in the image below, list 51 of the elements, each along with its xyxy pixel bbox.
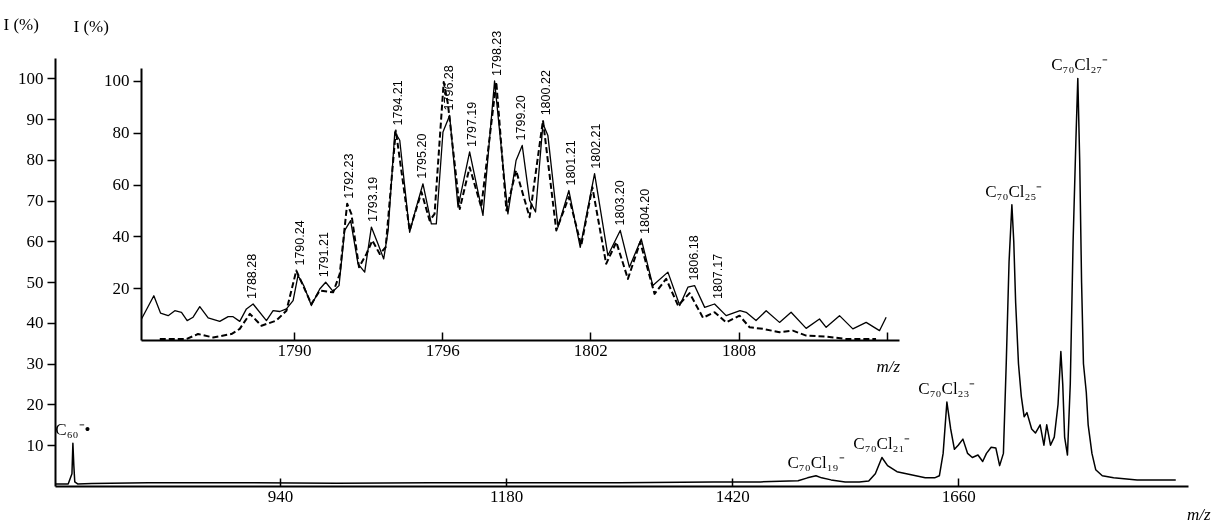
y-tick-label: 60 (112, 175, 130, 195)
y-tick-label: 80 (26, 150, 44, 170)
annotation: 1796.28 (442, 65, 457, 111)
x-tick-label: 1796 (425, 340, 460, 360)
annotation: 1802.21 (588, 123, 603, 169)
annotation: 1799.20 (514, 95, 529, 141)
y-tick-label: 80 (112, 123, 130, 143)
y-tick-label: 40 (26, 313, 44, 333)
annotation: 1803.20 (613, 180, 627, 226)
annotation: 1793.19 (365, 176, 380, 223)
annotation: C₆₀⁻• (55, 420, 91, 440)
y-tick-label: 30 (26, 354, 44, 374)
y-tick-label: 70 (26, 191, 44, 211)
y-tick-label: 20 (112, 278, 130, 298)
annotation: 1790.24 (293, 220, 308, 266)
x-tick-label: 1808 (722, 340, 757, 360)
y-tick-label: 20 (26, 394, 44, 414)
y-tick-label: 100 (18, 68, 44, 88)
x-axis-title: m/z (876, 356, 901, 376)
annotation: C₇₀Cl₂₇⁻ (1051, 55, 1109, 75)
annotation: 1801.21 (563, 140, 578, 186)
annotation: 1792.23 (342, 153, 357, 199)
annotation: 1791.21 (316, 232, 331, 278)
annotation: 1788.28 (244, 253, 259, 299)
y-axis-title: I (%) (73, 16, 109, 36)
y-tick-label: 60 (26, 231, 44, 251)
annotation: 1797.19 (464, 101, 479, 147)
annotation: 1795.20 (415, 133, 430, 179)
x-tick-label: 1802 (573, 340, 608, 360)
y-tick-label: 50 (26, 272, 44, 292)
y-axis-title: I (%) (3, 14, 39, 34)
annotation: 1807.17 (711, 253, 726, 299)
y-tick-label: 40 (112, 226, 130, 246)
annotation: C₇₀Cl₁₉⁻ (787, 452, 845, 472)
y-tick-label: 90 (26, 109, 44, 129)
annotation: 1800.22 (539, 70, 554, 116)
annotation: 1804.20 (637, 188, 652, 234)
x-tick-label: 1180 (489, 486, 524, 506)
annotation: C₇₀Cl₂₅⁻ (985, 181, 1043, 201)
annotation: 1794.21 (391, 80, 406, 126)
x-tick-label: 1790 (277, 340, 312, 360)
x-tick-label: 940 (267, 486, 294, 506)
x-axis-title: m/z (1186, 504, 1211, 520)
annotation: C₇₀Cl₂₁⁻ (853, 434, 911, 454)
y-tick-label: 100 (104, 71, 130, 91)
annotation: 1798.23 (490, 30, 505, 76)
annotation: 1806.18 (686, 235, 701, 281)
x-tick-label: 1660 (941, 486, 976, 506)
annotation: C₇₀Cl₂₃⁻ (918, 379, 976, 399)
y-tick-label: 10 (26, 435, 44, 455)
x-tick-label: 1420 (715, 486, 750, 506)
